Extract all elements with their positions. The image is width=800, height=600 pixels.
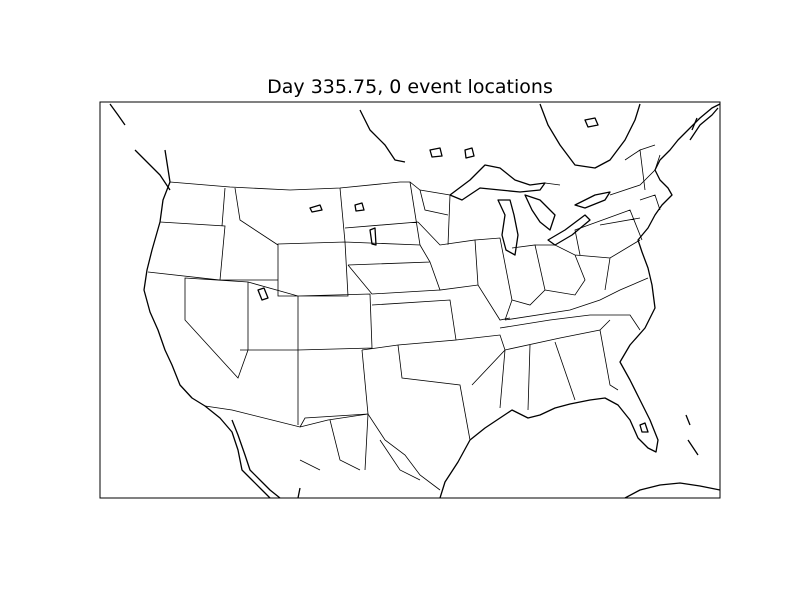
great-salt-lake [257, 287, 269, 301]
small-lakes [309, 117, 649, 433]
state-borders [147, 144, 661, 481]
us-canada-border [169, 154, 661, 196]
lake-huron [524, 194, 556, 231]
map-frame [99, 101, 721, 499]
lake-ontario [574, 191, 611, 209]
gulf-coastline [439, 103, 720, 498]
bahamas [685, 414, 699, 456]
us-mexico-border [204, 405, 441, 491]
lake-michigan [497, 199, 519, 256]
lake-erie [547, 214, 591, 246]
lake-superior [449, 164, 546, 201]
us-coastline [143, 149, 271, 498]
map-title: Day 335.75, 0 event locations [267, 76, 553, 98]
nova-scotia-coastline [689, 107, 719, 141]
cuba-coastline [624, 482, 720, 498]
mexico-coastline [231, 419, 301, 498]
canada-coastline [109, 103, 641, 191]
